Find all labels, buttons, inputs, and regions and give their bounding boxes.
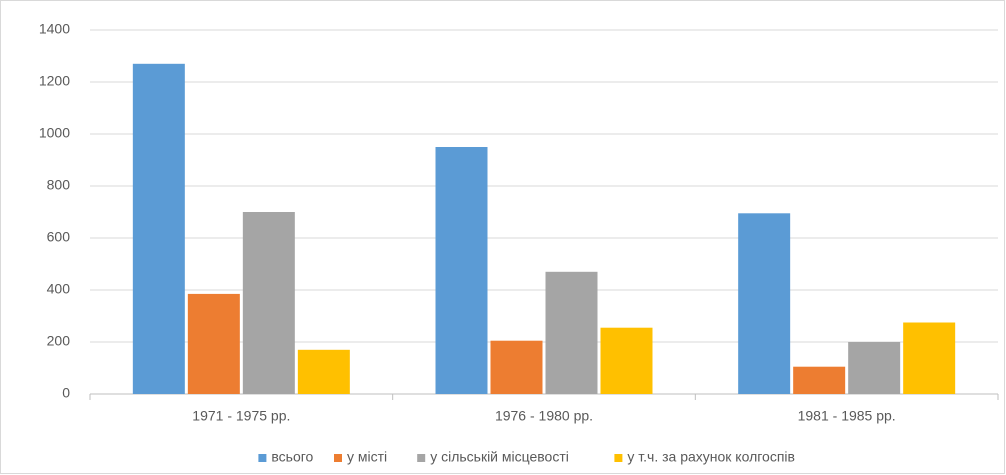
y-tick-label: 200 bbox=[47, 333, 71, 349]
x-tick-label: 1976 - 1980 рр. bbox=[495, 408, 593, 424]
legend-label: у сільській місцевості bbox=[430, 449, 569, 465]
y-tick-label: 1000 bbox=[39, 125, 70, 141]
x-tick-label: 1981 - 1985 рр. bbox=[798, 408, 896, 424]
bar bbox=[297, 349, 350, 394]
bar bbox=[848, 342, 901, 394]
bar bbox=[435, 147, 488, 394]
bar bbox=[132, 63, 185, 395]
legend-label: всього bbox=[271, 449, 313, 465]
bar bbox=[242, 212, 295, 394]
legend-swatch bbox=[334, 454, 342, 462]
bar bbox=[545, 271, 598, 394]
bar bbox=[738, 213, 791, 394]
legend-swatch bbox=[614, 454, 623, 462]
bar bbox=[600, 327, 653, 394]
y-tick-label: 800 bbox=[47, 177, 71, 193]
bar bbox=[490, 340, 543, 394]
bar bbox=[187, 293, 240, 394]
x-tick-label: 1971 - 1975 рр. bbox=[192, 408, 290, 424]
y-tick-label: 400 bbox=[47, 281, 71, 297]
bar bbox=[903, 322, 956, 394]
legend-label: у т.ч. за рахунок колгоспів bbox=[627, 449, 795, 465]
y-tick-label: 1400 bbox=[39, 21, 70, 37]
bar bbox=[793, 366, 846, 394]
y-tick-label: 1200 bbox=[39, 73, 70, 89]
y-tick-label: 600 bbox=[47, 229, 71, 245]
legend-swatch bbox=[258, 454, 267, 462]
y-tick-label: 0 bbox=[62, 385, 70, 401]
legend-swatch bbox=[417, 454, 426, 462]
legend-label: у місті bbox=[347, 449, 387, 465]
